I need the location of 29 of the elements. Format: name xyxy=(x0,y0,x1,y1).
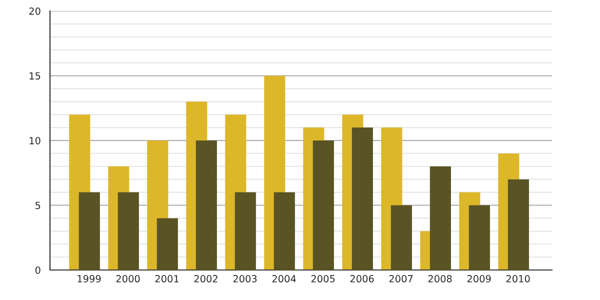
x-tick-label: 2007 xyxy=(389,275,413,282)
x-tick-label: 2000 xyxy=(116,275,140,282)
bar xyxy=(508,179,529,270)
bar xyxy=(274,192,295,270)
y-tick-label: 15 xyxy=(30,72,40,80)
bar xyxy=(352,128,373,270)
bar xyxy=(156,218,178,270)
bar xyxy=(312,140,334,270)
bar xyxy=(468,205,490,270)
x-tick-label: 2008 xyxy=(428,275,452,282)
bar xyxy=(196,140,217,270)
x-tick-label: 2001 xyxy=(155,275,178,282)
x-tick-label: 2004 xyxy=(272,275,296,282)
bar xyxy=(390,205,412,270)
x-tick-label: 2002 xyxy=(194,275,218,282)
y-tick-label: 20 xyxy=(29,7,40,15)
y-tick-label: 0 xyxy=(35,266,40,274)
bar xyxy=(78,192,100,270)
y-tick-label: 10 xyxy=(30,136,40,144)
bar xyxy=(118,192,139,270)
y-tick-label: 5 xyxy=(36,202,40,210)
bar xyxy=(430,166,451,270)
bar xyxy=(234,192,256,270)
x-tick-label: 2009 xyxy=(467,275,491,282)
x-tick-label: 2003 xyxy=(233,275,257,282)
x-tick-label: 1999 xyxy=(78,275,101,282)
x-tick-label: 2010 xyxy=(506,275,530,282)
x-tick-label: 2005 xyxy=(311,275,335,282)
x-tick-label: 2006 xyxy=(350,275,374,282)
